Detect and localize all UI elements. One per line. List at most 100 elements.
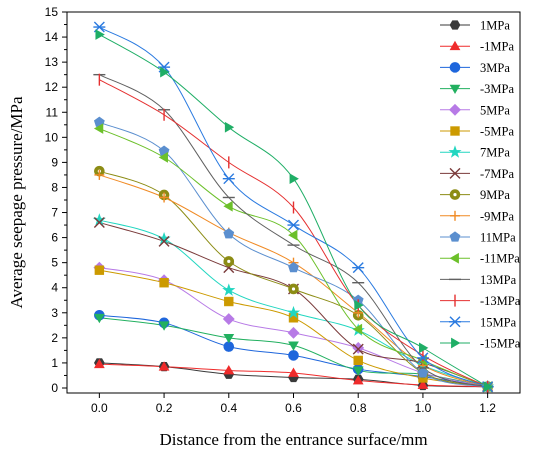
legend-item: 1MPa: [440, 19, 510, 33]
legend-item: 3MPa: [440, 61, 510, 75]
data-point-15MPa-0: [93, 21, 106, 33]
x-tick-label: 0.4: [220, 401, 237, 415]
data-point-3MPa-3: [288, 350, 299, 361]
legend-marker: [448, 145, 462, 158]
legend-label: 13MPa: [480, 273, 517, 287]
data-point--1MPa-1: [158, 361, 170, 371]
y-tick-label: 5: [51, 256, 58, 270]
series-markers: [92, 21, 495, 393]
legend-marker: [449, 62, 461, 73]
data-point--5MPa-1: [159, 278, 169, 288]
data-point--1MPa-2: [223, 365, 235, 375]
legend-label: -9MPa: [480, 209, 514, 223]
legend-marker: [450, 210, 460, 221]
legend-label: -11MPa: [480, 252, 520, 266]
data-point--15MPa-4: [354, 299, 364, 311]
data-point--9MPa-1: [159, 192, 170, 203]
data-point--11MPa-0: [93, 123, 104, 134]
y-tick-label: 10: [45, 130, 59, 144]
data-point-15MPa-2: [222, 173, 235, 185]
data-point-9MPa-3: [288, 283, 299, 295]
legend-marker: [449, 40, 461, 51]
y-tick-label: 12: [45, 80, 59, 94]
legend-label: 3MPa: [480, 61, 510, 75]
y-tick-label: 7: [51, 206, 58, 220]
data-point--3MPa-3: [288, 341, 299, 351]
legend-item: 5MPa: [440, 103, 510, 117]
x-tick-label: 1.2: [479, 401, 496, 415]
data-point-15MPa-5: [416, 352, 429, 364]
y-tick-label: 13: [45, 55, 59, 69]
legend-item: -9MPa: [440, 209, 514, 223]
data-point--3MPa-0: [93, 313, 105, 324]
legend-marker: [449, 20, 461, 30]
data-point-5MPa-2: [222, 313, 235, 325]
legend: 1MPa -1MPa 3MPa -3MPa 5MPa -5MPa 7MPa -7MPa 9MPa…: [440, 19, 521, 351]
data-point--3MPa-4: [352, 366, 364, 376]
data-point--15MPa-2: [224, 121, 235, 133]
data-point-5MPa-4: [352, 341, 365, 354]
legend-label: 11MPa: [480, 231, 516, 245]
y-tick-label: 4: [51, 281, 58, 295]
data-point--9MPa-0: [94, 169, 105, 180]
data-point--5MPa-0: [94, 265, 105, 275]
legend-label: 7MPa: [480, 146, 510, 160]
legend-item: -7MPa: [440, 167, 514, 181]
x-tick-label: 0.8: [350, 401, 367, 415]
series-line--7MPa: [99, 222, 488, 388]
x-tick-label: 0.6: [285, 401, 302, 415]
x-axis-title: Distance from the entrance surface/mm: [159, 430, 427, 449]
data-point--15MPa-5: [419, 342, 429, 354]
data-point--7MPa-4: [352, 343, 364, 355]
data-point--7MPa-0: [93, 217, 105, 229]
y-axis-title: Average seepage pressure/MPa: [7, 96, 26, 309]
legend-marker: [450, 126, 460, 136]
legend-item: -15MPa: [440, 337, 521, 351]
legend-label: -5MPa: [480, 125, 514, 139]
legend-item: 11MPa: [440, 231, 516, 245]
data-point-11MPa-3: [288, 261, 299, 273]
data-point-7MPa-3: [286, 305, 301, 319]
y-tick-label: 15: [45, 5, 59, 19]
legend-marker: [449, 189, 461, 200]
data-point--1MPa-0: [93, 358, 105, 369]
data-point-11MPa-2: [223, 228, 235, 239]
data-point--1MPa-4: [352, 375, 364, 385]
legend-label: 15MPa: [480, 315, 517, 329]
y-tick-label: 8: [51, 180, 58, 194]
y-tick-label: 3: [51, 306, 58, 320]
data-point--11MPa-2: [223, 200, 233, 212]
legend-label: 9MPa: [480, 188, 510, 202]
data-point-7MPa-2: [222, 283, 236, 296]
legend-item: -13MPa: [440, 294, 521, 308]
legend-marker: [449, 316, 461, 328]
legend-marker: [451, 337, 461, 349]
axes: 0.0 0.2 0.4 0.6 0.8 1.0 1.20123456789101112131…: [45, 5, 521, 415]
legend-marker: [449, 167, 461, 179]
legend-marker: [449, 84, 461, 94]
legend-marker: [449, 252, 459, 264]
legend-item: 9MPa: [440, 188, 510, 202]
legend-label: -1MPa: [480, 40, 514, 54]
x-tick-label: 0.2: [156, 401, 173, 415]
legend-item: 7MPa: [440, 145, 510, 160]
y-tick-label: 0: [51, 381, 58, 395]
data-point--11MPa-3: [288, 229, 298, 241]
data-point--15MPa-6: [483, 381, 494, 393]
legend-label: -15MPa: [480, 337, 521, 351]
x-tick-label: 0.0: [91, 401, 108, 415]
data-point--5MPa-4: [353, 355, 363, 366]
data-point--1MPa-3: [288, 367, 299, 377]
data-point-9MPa-2: [223, 256, 235, 267]
legend-item: 13MPa: [440, 273, 517, 287]
legend-label: 1MPa: [480, 19, 510, 33]
y-tick-label: 6: [51, 231, 58, 245]
legend-item: -11MPa: [440, 252, 520, 266]
data-point-15MPa-3: [287, 219, 300, 231]
legend-label: -13MPa: [480, 294, 521, 308]
data-point--3MPa-2: [223, 333, 235, 344]
series-line-13MPa: [99, 74, 488, 388]
data-point-5MPa-3: [287, 326, 300, 339]
y-tick-label: 11: [46, 105, 59, 119]
